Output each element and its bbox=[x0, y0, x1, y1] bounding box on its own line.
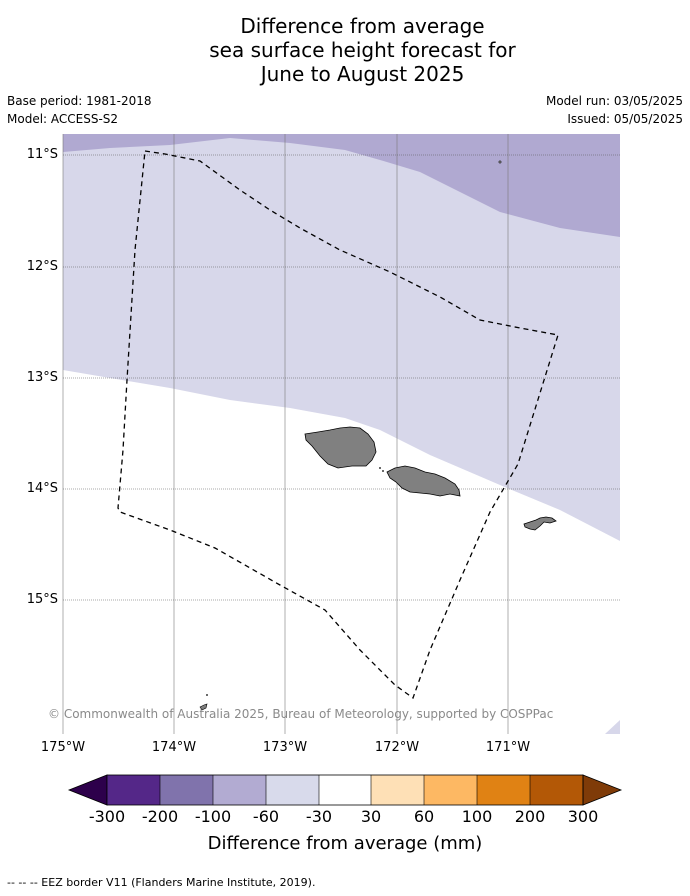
eez-legend: -- -- -- EEZ border V11 (Flanders Marine… bbox=[7, 876, 316, 889]
lon-label-173w: 173°W bbox=[262, 740, 308, 755]
model-label: Model: ACCESS-S2 bbox=[7, 112, 119, 126]
colorbar-frame bbox=[106, 774, 584, 806]
colorbar-tick-3: -100 bbox=[194, 807, 232, 826]
lat-label-13s: 13°S bbox=[26, 370, 58, 385]
colorbar-bin-4 bbox=[266, 775, 319, 805]
colorbar-tick-5: -30 bbox=[305, 807, 333, 826]
colorbar-tick-9: 200 bbox=[514, 807, 546, 826]
small-islet bbox=[206, 694, 208, 696]
colorbar-bin-5 bbox=[319, 775, 371, 805]
colorbar-bin-7 bbox=[424, 775, 477, 805]
colorbar-tick-1: -300 bbox=[88, 807, 126, 826]
swains-island bbox=[498, 160, 502, 164]
eez-border bbox=[117, 150, 559, 700]
lat-label-11s: 11°S bbox=[26, 147, 58, 162]
colorbar-bin-9 bbox=[530, 775, 583, 805]
lon-label-171w: 171°W bbox=[485, 740, 531, 755]
colorbar-tick-7: 60 bbox=[413, 807, 435, 826]
lon-label-175w: 175°W bbox=[40, 740, 86, 755]
colorbar-bin-1 bbox=[107, 775, 160, 805]
issued-label: Issued: 05/05/2025 bbox=[567, 112, 683, 126]
colorbar-extend-low bbox=[67, 774, 108, 806]
colorbar-tick-6: 30 bbox=[360, 807, 382, 826]
anomaly-band-light bbox=[63, 134, 620, 541]
colorbar-tick-8: 100 bbox=[461, 807, 493, 826]
upolu-island bbox=[386, 465, 461, 497]
tutuila-island bbox=[523, 516, 557, 531]
apolima-islet bbox=[382, 470, 384, 472]
lat-label-15s: 15°S bbox=[26, 592, 58, 607]
wallis-islet bbox=[199, 703, 208, 711]
colorbar-label: Difference from average (mm) bbox=[207, 833, 483, 854]
lat-label-14s: 14°S bbox=[26, 481, 58, 496]
lon-label-174w: 174°W bbox=[151, 740, 197, 755]
anomaly-corner bbox=[605, 720, 620, 734]
gridlines bbox=[62, 134, 509, 734]
colorbar-bin-6 bbox=[371, 775, 424, 805]
anomaly-band-medium bbox=[63, 134, 620, 237]
base-period-label: Base period: 1981-2018 bbox=[7, 94, 152, 108]
map-title: Difference from average sea surface heig… bbox=[0, 14, 690, 86]
colorbar-tick-10: 300 bbox=[567, 807, 599, 826]
colorbar bbox=[67, 774, 623, 806]
copyright-notice: © Commonwealth of Australia 2025, Bureau… bbox=[48, 707, 554, 721]
colorbar-extend-high bbox=[582, 774, 623, 806]
manono-islet bbox=[379, 467, 381, 469]
title-line-3: June to August 2025 bbox=[260, 62, 465, 86]
colorbar-tick-4: -60 bbox=[252, 807, 280, 826]
savaii-island bbox=[304, 426, 377, 469]
colorbar-tick-2: -200 bbox=[141, 807, 179, 826]
lon-label-172w: 172°W bbox=[374, 740, 420, 755]
colorbar-bin-2 bbox=[160, 775, 213, 805]
colorbar-bin-3 bbox=[213, 775, 266, 805]
title-line-1: Difference from average bbox=[240, 14, 485, 38]
title-line-2: sea surface height forecast for bbox=[209, 38, 516, 62]
lat-gridlines bbox=[63, 154, 620, 601]
model-run-label: Model run: 03/05/2025 bbox=[545, 94, 683, 108]
lat-label-12s: 12°S bbox=[26, 259, 58, 274]
colorbar-bin-8 bbox=[477, 775, 530, 805]
